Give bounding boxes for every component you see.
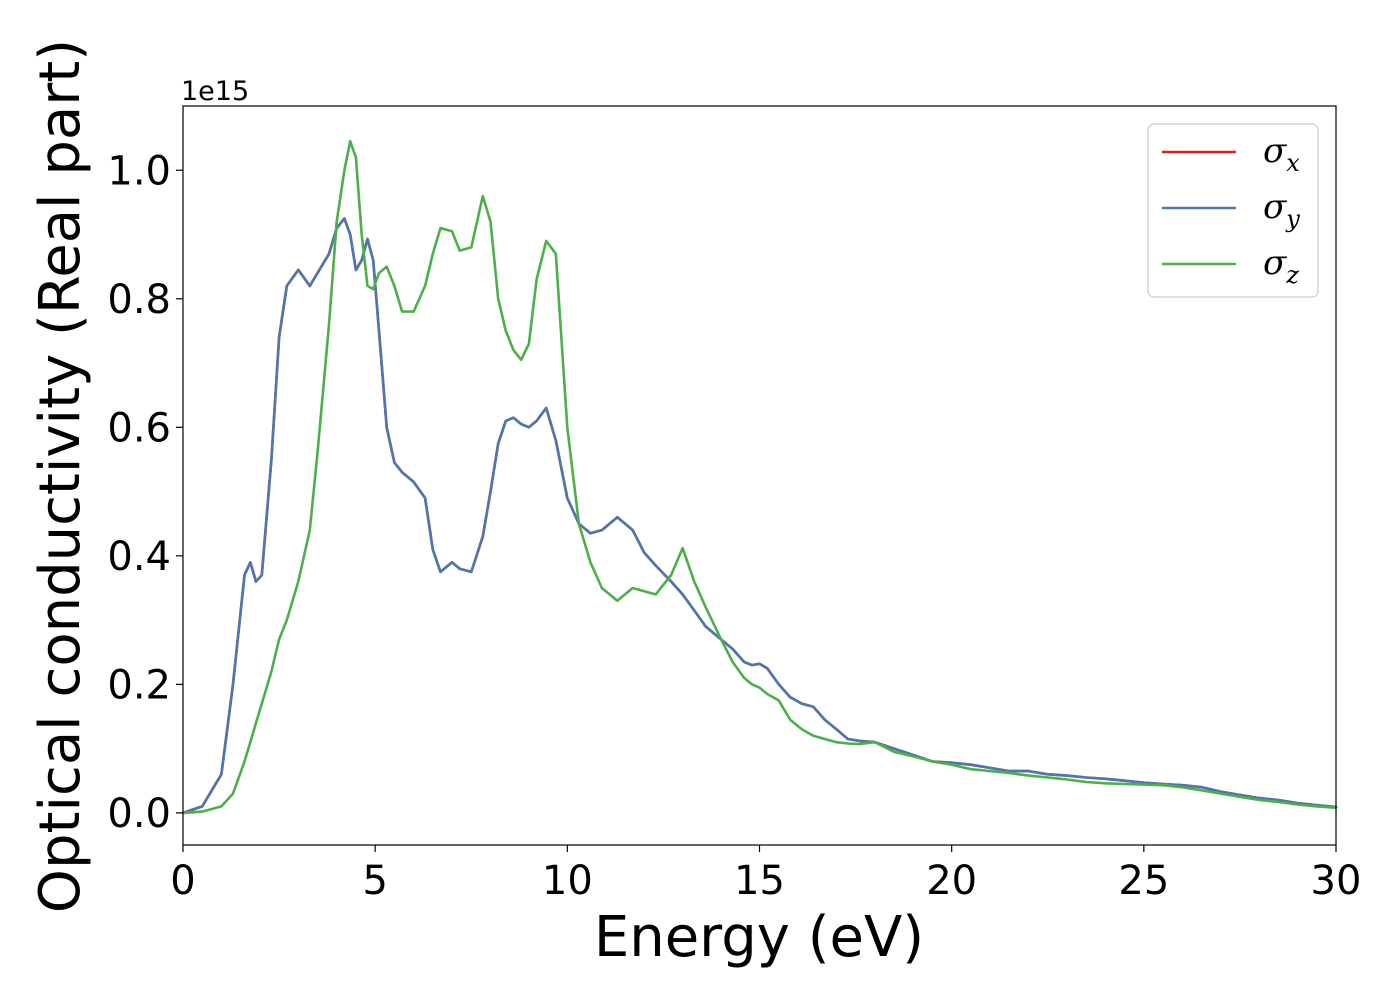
x-tick-label: 30	[1311, 858, 1362, 904]
x-axis-label: Energy (eV)	[594, 905, 924, 970]
x-tick-label: 25	[1118, 858, 1169, 904]
x-tick-label: 10	[542, 858, 593, 904]
series-line-x	[181, 217, 1338, 815]
x-tick-label: 20	[926, 858, 977, 904]
y-tick-label: 0.4	[107, 534, 171, 580]
x-tick-label: 0	[170, 858, 195, 904]
x-axis-ticks: 0 5 10 15 20 25 30	[170, 845, 1361, 904]
series-line-y	[181, 217, 1338, 815]
y-tick-label: 0.6	[107, 405, 171, 451]
y-tick-label: 0.0	[107, 791, 171, 837]
y-tick-label: 0.2	[107, 662, 171, 708]
series-line-z	[181, 140, 1338, 815]
legend-box	[1147, 123, 1319, 298]
x-tick-label: 5	[362, 858, 387, 904]
y-offset-label: 1e15	[181, 76, 249, 107]
series-lines	[181, 140, 1338, 815]
y-axis-ticks: 0.0 0.2 0.4 0.6 0.8 1.0	[107, 148, 183, 837]
y-axis-label: Optical conductivity (Real part)	[28, 39, 93, 913]
x-tick-label: 15	[734, 858, 785, 904]
y-tick-label: 1.0	[107, 148, 171, 194]
y-tick-label: 0.8	[107, 277, 171, 323]
